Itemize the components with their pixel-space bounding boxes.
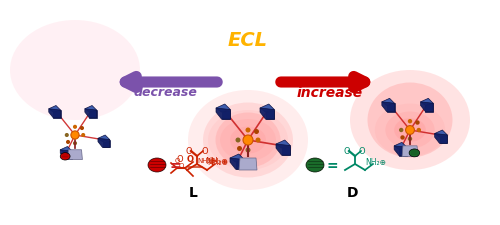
Polygon shape (236, 160, 244, 169)
Ellipse shape (10, 21, 140, 120)
Text: NH₂⊕: NH₂⊕ (207, 158, 228, 167)
FancyArrowPatch shape (125, 77, 217, 88)
Circle shape (408, 119, 412, 124)
Circle shape (71, 131, 79, 140)
Circle shape (416, 128, 421, 133)
Ellipse shape (220, 119, 276, 161)
Polygon shape (60, 150, 72, 159)
Polygon shape (394, 143, 407, 150)
Circle shape (254, 129, 259, 134)
Circle shape (400, 136, 404, 140)
Circle shape (243, 135, 253, 145)
Ellipse shape (375, 104, 445, 157)
Circle shape (236, 138, 240, 143)
Polygon shape (420, 99, 433, 106)
Circle shape (81, 133, 86, 137)
Circle shape (80, 126, 84, 130)
Polygon shape (85, 106, 96, 113)
Circle shape (408, 137, 412, 141)
Ellipse shape (386, 112, 434, 149)
Circle shape (65, 133, 69, 137)
Ellipse shape (148, 158, 166, 172)
Text: O: O (358, 147, 366, 156)
Polygon shape (102, 140, 110, 148)
Polygon shape (426, 104, 433, 112)
Polygon shape (49, 106, 60, 113)
Text: decrease: decrease (133, 86, 197, 99)
Text: O: O (186, 154, 194, 163)
Ellipse shape (188, 91, 308, 190)
Ellipse shape (230, 127, 266, 154)
Polygon shape (49, 109, 60, 118)
Text: O: O (176, 154, 184, 163)
Polygon shape (230, 154, 244, 162)
Ellipse shape (216, 113, 280, 168)
Polygon shape (382, 102, 394, 112)
Text: D: D (346, 185, 358, 199)
Polygon shape (222, 110, 230, 120)
Text: O: O (202, 147, 208, 156)
FancyArrowPatch shape (281, 77, 365, 88)
Ellipse shape (203, 103, 293, 178)
Text: NH₂⊕: NH₂⊕ (365, 158, 386, 167)
Circle shape (406, 126, 414, 135)
Text: =: = (169, 158, 181, 172)
Polygon shape (260, 105, 274, 112)
Polygon shape (266, 110, 274, 120)
Polygon shape (98, 139, 110, 148)
Polygon shape (216, 105, 230, 112)
Polygon shape (440, 135, 448, 144)
Polygon shape (68, 150, 82, 160)
Polygon shape (98, 135, 110, 142)
Polygon shape (54, 110, 60, 118)
Ellipse shape (350, 71, 470, 170)
Polygon shape (216, 108, 230, 120)
Text: L: L (188, 185, 198, 199)
Ellipse shape (394, 119, 426, 142)
Text: O: O (186, 147, 192, 156)
Polygon shape (65, 151, 72, 159)
Circle shape (73, 125, 77, 129)
Ellipse shape (60, 153, 70, 160)
Circle shape (416, 121, 420, 125)
Ellipse shape (208, 110, 288, 170)
Polygon shape (239, 158, 257, 170)
Polygon shape (434, 130, 448, 137)
Polygon shape (260, 108, 274, 120)
Circle shape (237, 146, 242, 151)
Circle shape (73, 142, 77, 146)
Polygon shape (282, 146, 290, 155)
Polygon shape (60, 147, 72, 153)
Text: increase: increase (297, 86, 363, 99)
Polygon shape (434, 134, 448, 144)
Polygon shape (85, 109, 96, 118)
Polygon shape (399, 148, 407, 156)
Text: O: O (174, 157, 180, 163)
Polygon shape (402, 146, 418, 157)
Circle shape (246, 148, 250, 153)
Text: O: O (344, 147, 350, 156)
Text: O: O (178, 162, 184, 168)
Polygon shape (387, 104, 394, 112)
Polygon shape (90, 110, 96, 118)
Circle shape (246, 128, 250, 133)
Polygon shape (276, 140, 290, 148)
Circle shape (399, 128, 404, 133)
Polygon shape (394, 146, 407, 156)
Text: NH₂⊕: NH₂⊕ (197, 157, 216, 163)
Text: ECL: ECL (228, 31, 268, 50)
Polygon shape (382, 99, 394, 106)
Ellipse shape (368, 83, 452, 158)
Text: =: = (326, 158, 338, 172)
Ellipse shape (409, 149, 420, 157)
Polygon shape (230, 158, 244, 169)
Text: NH₂⊕: NH₂⊕ (205, 156, 228, 165)
Circle shape (66, 140, 70, 144)
Circle shape (256, 138, 260, 143)
Ellipse shape (306, 158, 324, 172)
Polygon shape (276, 144, 290, 155)
Polygon shape (420, 102, 433, 112)
